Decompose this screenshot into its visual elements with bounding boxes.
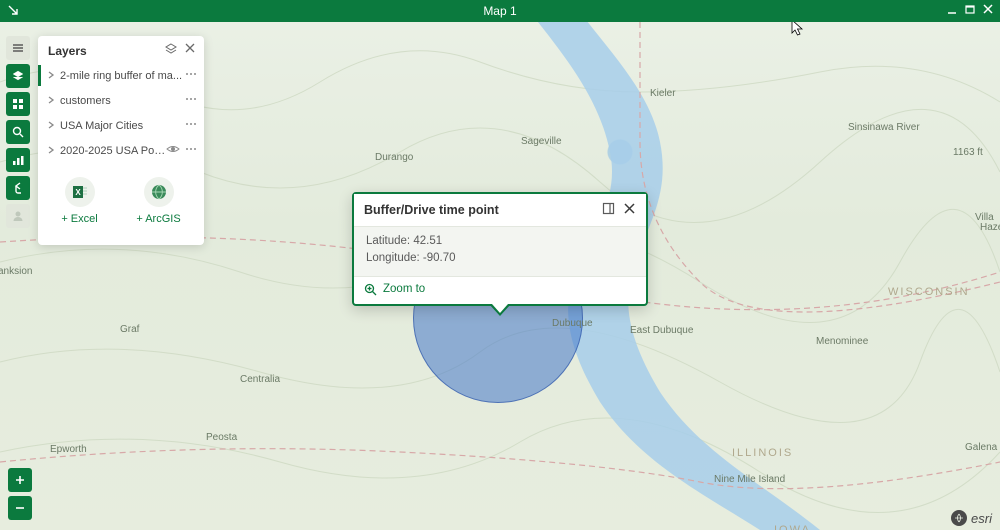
layers-panel: Layers 2-mile ring buffer of ma... custom… bbox=[38, 36, 204, 245]
add-sources: X + Excel + ArcGIS bbox=[38, 163, 204, 245]
panel-close-icon[interactable] bbox=[184, 42, 196, 59]
arcgis-icon bbox=[144, 177, 174, 207]
feature-popup: Buffer/Drive time point Latitude: 42.51 … bbox=[352, 192, 648, 306]
app-root: Map 1 KielerSagevilleD bbox=[0, 0, 1000, 530]
expand-down-icon[interactable] bbox=[6, 3, 20, 17]
layer-row[interactable]: 2020-2025 USA Populati... bbox=[38, 138, 204, 163]
add-from-arcgis[interactable]: + ArcGIS bbox=[136, 177, 180, 225]
layers-list: 2-mile ring buffer of ma... customers USA … bbox=[38, 63, 204, 163]
search-button[interactable] bbox=[6, 120, 30, 144]
minimize-icon[interactable] bbox=[946, 3, 958, 15]
basemap-button[interactable] bbox=[6, 92, 30, 116]
layer-row[interactable]: customers bbox=[38, 88, 204, 113]
account-button[interactable] bbox=[6, 204, 30, 228]
esri-logo-icon bbox=[951, 510, 967, 526]
layers-header: Layers bbox=[38, 36, 204, 63]
infographics-button[interactable] bbox=[6, 148, 30, 172]
layers-button[interactable] bbox=[6, 64, 30, 88]
maximize-icon[interactable] bbox=[964, 3, 976, 15]
zoom-in-button[interactable] bbox=[8, 468, 32, 492]
svg-text:X: X bbox=[75, 188, 81, 197]
visibility-icon[interactable] bbox=[166, 142, 180, 159]
layer-row[interactable]: USA Major Cities bbox=[38, 113, 204, 138]
lat-value: 42.51 bbox=[413, 235, 442, 247]
layer-label: 2020-2025 USA Populati... bbox=[60, 145, 166, 157]
chevron-right-icon bbox=[46, 94, 60, 108]
layer-label: customers bbox=[60, 95, 184, 107]
menu-button[interactable] bbox=[6, 36, 30, 60]
side-toolbar bbox=[6, 36, 30, 228]
popup-title: Buffer/Drive time point bbox=[364, 203, 499, 217]
more-icon[interactable] bbox=[184, 142, 198, 159]
layer-label: USA Major Cities bbox=[60, 120, 184, 132]
attribution: esri bbox=[951, 510, 992, 526]
share-button[interactable] bbox=[6, 176, 30, 200]
close-icon[interactable] bbox=[982, 3, 994, 15]
excel-label: Excel bbox=[71, 213, 98, 225]
more-icon[interactable] bbox=[184, 92, 198, 109]
more-icon[interactable] bbox=[184, 117, 198, 134]
zoom-controls bbox=[8, 468, 32, 520]
arcgis-label: ArcGIS bbox=[145, 213, 180, 225]
popup-close-icon[interactable] bbox=[623, 202, 636, 218]
layer-label: 2-mile ring buffer of ma... bbox=[60, 70, 184, 82]
zoom-to-label: Zoom to bbox=[383, 283, 425, 295]
chevron-right-icon bbox=[46, 69, 60, 83]
zoom-to-icon bbox=[364, 283, 377, 296]
attribution-text: esri bbox=[971, 511, 992, 526]
lon-label: Longitude: bbox=[366, 252, 423, 264]
add-from-excel[interactable]: X + Excel bbox=[61, 177, 97, 225]
dock-icon[interactable] bbox=[602, 202, 615, 218]
lon-value: -90.70 bbox=[423, 252, 456, 264]
layer-row[interactable]: 2-mile ring buffer of ma... bbox=[38, 63, 204, 88]
titlebar: Map 1 bbox=[0, 0, 1000, 22]
more-icon[interactable] bbox=[184, 67, 198, 84]
excel-icon: X bbox=[65, 177, 95, 207]
layers-stack-icon[interactable] bbox=[164, 42, 178, 59]
chevron-right-icon bbox=[46, 144, 60, 158]
layers-title: Layers bbox=[48, 44, 87, 58]
map-title: Map 1 bbox=[483, 4, 516, 18]
popup-tail bbox=[489, 304, 511, 316]
popup-body: Latitude: 42.51 Longitude: -90.70 bbox=[354, 226, 646, 277]
zoom-to-button[interactable]: Zoom to bbox=[354, 277, 646, 304]
chevron-right-icon bbox=[46, 119, 60, 133]
zoom-out-button[interactable] bbox=[8, 496, 32, 520]
lat-label: Latitude: bbox=[366, 235, 413, 247]
